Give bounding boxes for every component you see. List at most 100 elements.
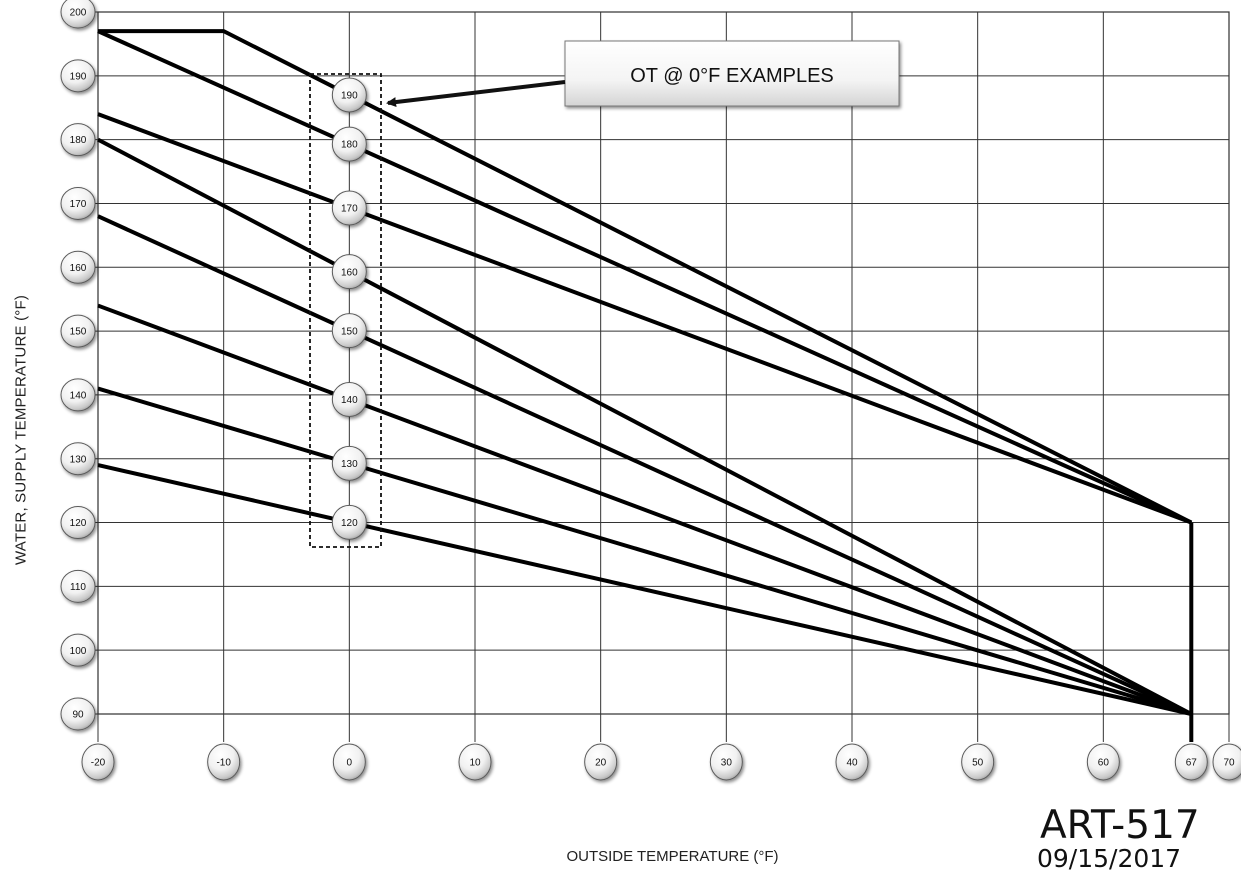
bubble-shape: [60, 186, 96, 220]
callout: OT @ 0°F EXAMPLES: [386, 40, 900, 108]
x-tick-label: 40: [835, 743, 869, 781]
y-tick-label: 140: [60, 378, 96, 412]
callout-box: [564, 40, 900, 107]
bubble-text: 120: [341, 518, 358, 529]
bubble-shape: [60, 0, 96, 29]
series-line: [97, 386, 1192, 716]
series-label: 190: [331, 77, 367, 113]
bubble-text: 10: [469, 758, 481, 769]
bubble-text: -10: [216, 758, 231, 769]
series-line: [98, 29, 1193, 525]
x-tick-label: 0: [332, 743, 366, 781]
bubble-text: 180: [70, 135, 87, 146]
bubble-text: 140: [341, 395, 358, 406]
bubble-shape: [331, 504, 367, 540]
series-label: 120: [331, 504, 367, 540]
bubble-shape: [60, 697, 96, 731]
callout-arrow: [386, 80, 566, 108]
bubble-shape: [584, 743, 618, 781]
bubble-shape: [60, 569, 96, 603]
bubble-shape: [458, 743, 492, 781]
bubble-shape: [709, 743, 743, 781]
bubble-text: 190: [341, 91, 358, 102]
series-line: [97, 29, 1193, 525]
highlight-box: [309, 73, 382, 548]
art-date: 09/15/2017: [1037, 844, 1182, 873]
y-tick-labels: 90 100 110 120 130 140 150 160 170 180 190 200: [60, 0, 96, 731]
bubble-shape: [331, 381, 367, 417]
series-lines: [97, 29, 1194, 742]
y-axis-label: WATER, SUPPLY TEMPERATURE (°F): [12, 294, 30, 566]
bubble-shape: [331, 190, 367, 226]
y-tick-label: 170: [60, 186, 96, 220]
bubble-shape: [1174, 743, 1208, 781]
bubble-shape: [331, 313, 367, 349]
y-tick-label: 150: [60, 314, 96, 348]
series-label: 160: [331, 254, 367, 290]
bubble-text: -20: [91, 758, 106, 769]
bubble-shape: [60, 123, 96, 157]
bubble-text: 70: [1223, 758, 1235, 769]
bubble-text: 100: [70, 646, 87, 657]
y-tick-label: 120: [60, 506, 96, 540]
x-tick-label: 67: [1174, 743, 1208, 781]
bubble-shape: [60, 59, 96, 93]
bubble-text: 0: [347, 758, 353, 769]
art-id: ART-517: [1040, 803, 1200, 848]
bubble-shape: [60, 633, 96, 667]
y-tick-label: 160: [60, 250, 96, 284]
y-tick-label: 90: [60, 697, 96, 731]
x-tick-label: 30: [709, 743, 743, 781]
series-label: 180: [331, 126, 367, 162]
bubble-text: 130: [341, 459, 358, 470]
bubble-text: 150: [70, 327, 87, 338]
bubble-text: 160: [70, 263, 87, 274]
bubble-shape: [331, 126, 367, 162]
bubble-text: 40: [846, 758, 858, 769]
series-line: [97, 303, 1192, 716]
bubble-shape: [81, 743, 115, 781]
bubble-text: 120: [70, 518, 87, 529]
series-line: [97, 137, 1193, 716]
y-tick-label: 100: [60, 633, 96, 667]
y-tick-label: 180: [60, 123, 96, 157]
bubble-text: 110: [70, 582, 86, 593]
ot-zero-highlight: [309, 73, 382, 548]
bubble-shape: [331, 445, 367, 481]
x-tick-labels: -20 -10 0 10 20 30 40 50 60 67 70: [81, 743, 1241, 781]
y-tick-label: 130: [60, 442, 96, 476]
series-line: [97, 112, 1192, 525]
bubble-shape: [835, 743, 869, 781]
bubble-text: 50: [972, 758, 984, 769]
bubble-shape: [60, 442, 96, 476]
bubble-shape: [331, 254, 367, 290]
bubble-text: 200: [70, 8, 87, 19]
plot-frame: [97, 11, 1230, 715]
bubble-shape: [961, 743, 995, 781]
bubble-shape: [60, 506, 96, 540]
bubble-text: 67: [1186, 758, 1198, 769]
bubble-shape: [332, 743, 366, 781]
bubble-text: 190: [70, 71, 87, 82]
x-tick-label: 50: [961, 743, 995, 781]
bubble-text: 170: [70, 199, 87, 210]
bubble-text: 140: [70, 391, 87, 402]
bubble-shape: [207, 743, 241, 781]
y-tick-label: 110: [60, 569, 96, 603]
bubble-text: 60: [1098, 758, 1110, 769]
bubble-text: 30: [721, 758, 733, 769]
bubble-shape: [60, 314, 96, 348]
x-tick-label: 10: [458, 743, 492, 781]
y-tick-label: 200: [60, 0, 96, 29]
bubble-text: 130: [70, 454, 87, 465]
bubble-text: 90: [72, 710, 84, 721]
series-label: 170: [331, 190, 367, 226]
x-tick-label: -20: [81, 743, 115, 781]
x-tick-label: 20: [584, 743, 618, 781]
series-labels: 190 180 170 160 150 140 130 120: [331, 77, 367, 540]
bubble-text: 150: [341, 326, 358, 337]
series-label: 150: [331, 313, 367, 349]
bubble-text: 20: [595, 758, 607, 769]
bubble-text: 180: [341, 140, 358, 151]
